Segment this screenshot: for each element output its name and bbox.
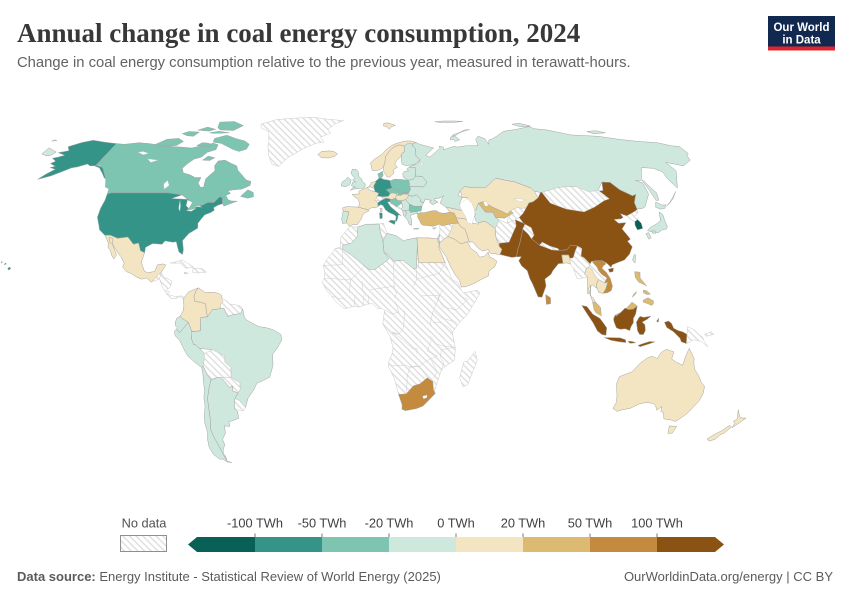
svg-text:-100 TWh: -100 TWh [227, 516, 283, 531]
svg-text:0 TWh: 0 TWh [437, 516, 474, 531]
svg-text:Annual change in coal energy c: Annual change in coal energy consumption… [17, 18, 580, 48]
svg-text:OurWorldinData.org/energy | CC: OurWorldinData.org/energy | CC BY [624, 569, 833, 584]
svg-text:Our World: Our World [773, 22, 829, 34]
svg-text:-20 TWh: -20 TWh [365, 516, 414, 531]
svg-text:-50 TWh: -50 TWh [298, 516, 347, 531]
svg-text:No data: No data [122, 516, 168, 531]
svg-text:Data source: Energy Institute: Data source: Energy Institute - Statisti… [17, 569, 441, 584]
svg-text:50 TWh: 50 TWh [568, 516, 613, 531]
svg-text:Change in coal energy consumpt: Change in coal energy consumption relati… [17, 55, 631, 71]
svg-text:20 TWh: 20 TWh [501, 516, 546, 531]
svg-text:100 TWh: 100 TWh [631, 516, 683, 531]
svg-text:in Data: in Data [782, 35, 821, 47]
